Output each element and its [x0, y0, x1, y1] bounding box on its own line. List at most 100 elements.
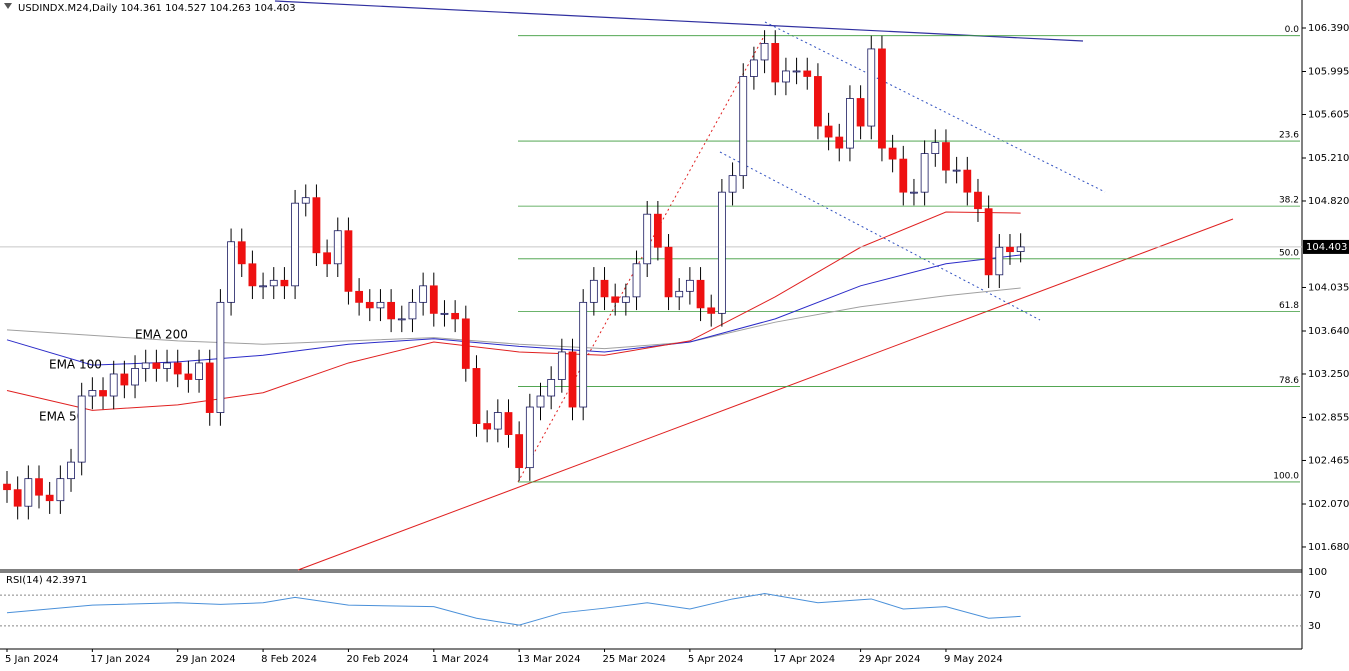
y-tick-label: 103.250: [1308, 369, 1349, 380]
candle-body: [35, 478, 43, 496]
rsi-tick-label: 30: [1308, 621, 1321, 632]
y-tick-label: 105.210: [1308, 153, 1349, 164]
price-box-label: 104.403: [1306, 242, 1347, 253]
rsi-line: [6, 593, 1021, 626]
candle-body: [632, 263, 641, 298]
candle-body: [109, 373, 118, 397]
candle-body: [547, 379, 556, 397]
rsi-tick-label: 100: [1308, 567, 1327, 578]
candle-body: [995, 246, 1004, 276]
rsi-name: RSI(14): [6, 575, 43, 586]
candle-body: [24, 478, 33, 507]
x-tick-label: 5 Apr 2024: [688, 654, 743, 665]
x-tick-label: 29 Jan 2024: [176, 654, 236, 665]
fib-label: 0.0: [1285, 25, 1300, 35]
header-icon: [4, 3, 12, 9]
x-tick-label: 13 Mar 2024: [517, 654, 580, 665]
channel-line: [764, 21, 1106, 193]
x-tick-label: 29 Apr 2024: [859, 654, 921, 665]
candle-body: [920, 153, 929, 193]
candle-body: [355, 290, 364, 303]
candle-body: [504, 412, 513, 435]
x-tick-label: 25 Mar 2024: [603, 654, 666, 665]
fib-label: 61.8: [1279, 301, 1299, 311]
candle-body: [3, 483, 11, 491]
candle-body: [653, 213, 662, 248]
ema-label: EMA 200: [135, 328, 188, 342]
candle-body: [429, 285, 438, 314]
candle-body: [88, 390, 97, 397]
fib-label: 78.6: [1279, 376, 1299, 386]
candle-body: [397, 318, 406, 321]
candle-body: [365, 301, 374, 309]
candle-body: [878, 48, 886, 149]
y-tick-label: 105.995: [1308, 67, 1349, 78]
candle-body: [173, 362, 182, 375]
candle-body: [227, 241, 235, 303]
candle-body: [184, 373, 193, 380]
candle-body: [440, 312, 449, 315]
candle-body: [99, 390, 107, 397]
candle-body: [280, 279, 289, 287]
candle-body: [163, 362, 171, 369]
x-tick-label: 9 May 2024: [944, 654, 1003, 665]
trend-line: [274, 0, 1084, 42]
candle-body: [899, 158, 908, 193]
candle-body: [974, 191, 982, 210]
candle-body: [291, 202, 299, 287]
rsi-tick-label: 70: [1308, 590, 1321, 601]
candle-body: [557, 351, 566, 380]
y-tick-label: 105.605: [1308, 109, 1349, 120]
fib-label: 50.0: [1279, 248, 1299, 258]
candle-body: [451, 312, 460, 320]
candle-body: [1016, 246, 1025, 252]
candle-body: [792, 70, 801, 73]
candle-layer: [3, 30, 1025, 520]
candle-body: [760, 43, 769, 61]
close: 104.403: [254, 3, 295, 14]
ema-label: EMA 50: [39, 410, 84, 424]
candle-body: [237, 241, 246, 265]
candle-body: [707, 307, 716, 314]
y-tick-label: 101.680: [1308, 542, 1349, 553]
candle-body: [814, 76, 822, 127]
x-tick-label: 20 Feb 2024: [346, 654, 408, 665]
symbol: USDINDX.M24,Daily: [18, 3, 117, 14]
candle-body: [771, 43, 780, 83]
fib-label: 38.2: [1279, 196, 1299, 206]
candle-body: [675, 290, 684, 298]
candle-body: [568, 351, 577, 408]
candle-body: [141, 362, 150, 369]
candle-body: [408, 301, 417, 320]
candle-body: [685, 279, 694, 292]
candle-body: [269, 279, 278, 287]
y-tick-label: 102.465: [1308, 455, 1349, 466]
candle-body: [600, 279, 609, 298]
candle-body: [259, 285, 267, 288]
candle-body: [984, 208, 993, 276]
candle-body: [643, 213, 652, 265]
y-tick-label: 102.070: [1308, 499, 1349, 510]
y-tick-label: 103.640: [1308, 326, 1349, 337]
ema-label: EMA 100: [49, 358, 102, 372]
candle-body: [216, 301, 225, 413]
x-tick-label: 1 Mar 2024: [432, 654, 489, 665]
fib-label: 23.6: [1279, 131, 1299, 141]
x-tick-label: 8 Feb 2024: [261, 654, 317, 665]
candle-body: [589, 279, 598, 303]
candle-body: [461, 318, 470, 369]
candle-body: [344, 230, 353, 292]
candle-body: [323, 252, 332, 265]
candle-body: [13, 489, 22, 507]
ema-line: [6, 287, 1021, 350]
candle-body: [952, 169, 961, 172]
candle-body: [579, 301, 588, 408]
y-tick-label: 102.855: [1308, 413, 1349, 424]
candle-body: [131, 368, 139, 386]
candle-body: [611, 296, 620, 303]
candle-body: [621, 296, 630, 303]
candle-body: [472, 368, 481, 424]
